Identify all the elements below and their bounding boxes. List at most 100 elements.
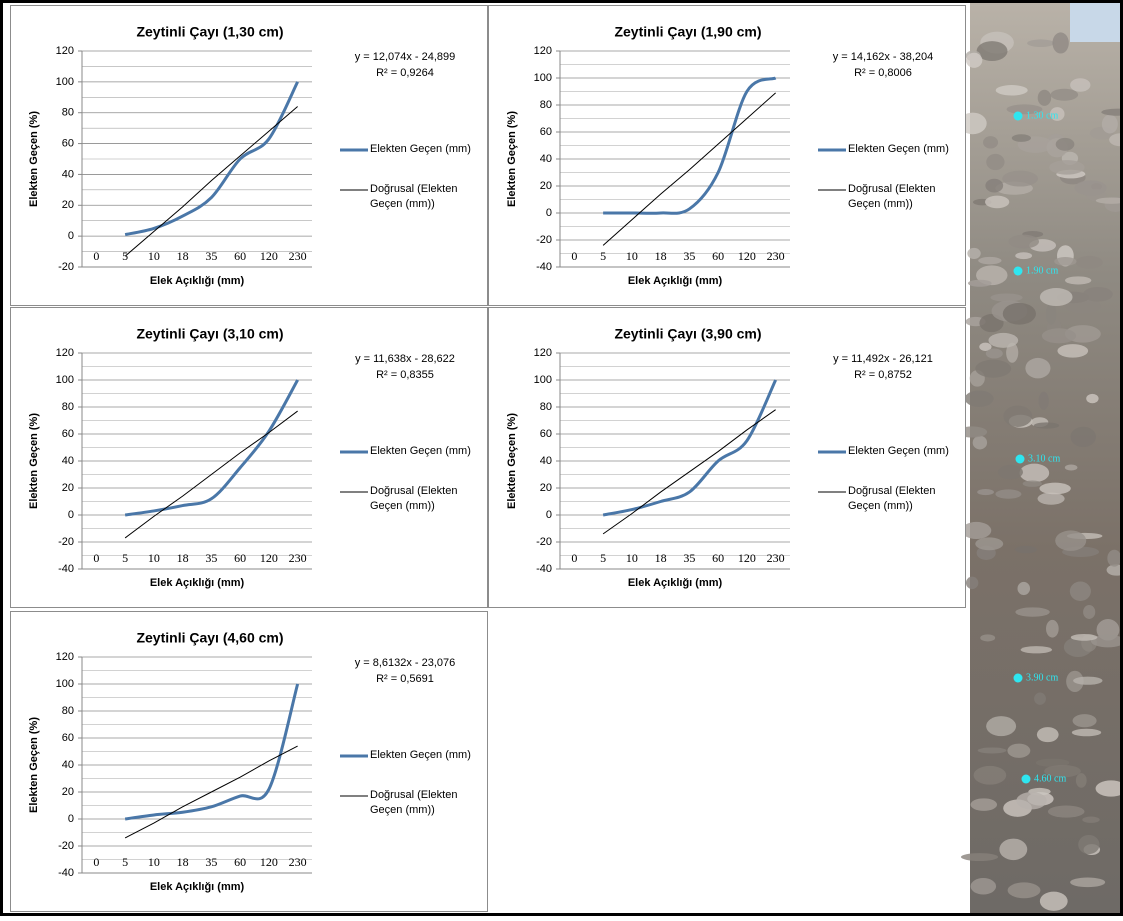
x-tick-label: 35: [683, 551, 695, 565]
x-tick-label: 230: [767, 249, 785, 263]
x-tick-label: 60: [234, 855, 246, 869]
y-tick-label: -40: [58, 867, 74, 879]
stone: [964, 390, 994, 407]
equation: y = 12,074x - 24,899: [355, 51, 456, 63]
equation: y = 14,162x - 38,204: [833, 51, 934, 63]
chart-panel: Zeytinli Çayı (1,90 cm) -40 -20 0 20 40 60 80 10…: [488, 5, 966, 306]
x-tick-label: 120: [738, 551, 756, 565]
x-tick-label: 18: [177, 551, 189, 565]
trend-line: [602, 409, 776, 535]
data-line: [124, 379, 299, 517]
marker-dot: [1015, 454, 1025, 464]
stone: [1046, 619, 1059, 638]
photo-label: 4.60 cm: [1034, 773, 1066, 784]
x-tick-label: 35: [205, 855, 217, 869]
stone: [1109, 133, 1123, 147]
stone: [1039, 891, 1068, 911]
stone: [1071, 728, 1102, 737]
equation: y = 8,6132x - 23,076: [355, 657, 456, 669]
photo-label: 1.30 cm: [1026, 110, 1058, 121]
x-tick-label: 10: [148, 551, 160, 565]
x-tick-label: 10: [148, 855, 160, 869]
y-tick-label: 100: [534, 72, 552, 84]
marker-dot: [1021, 774, 1031, 784]
y-tick-label: -20: [536, 536, 552, 548]
stone: [986, 716, 1017, 737]
y-tick-label: 40: [62, 168, 74, 180]
stone: [1002, 170, 1039, 187]
y-tick-label: 20: [62, 786, 74, 798]
photo-label: 3.10 cm: [1028, 453, 1060, 464]
panel-border: [10, 611, 488, 912]
stone: [1008, 234, 1040, 249]
data-line: [124, 683, 300, 821]
x-tick-label: 0: [93, 249, 99, 263]
y-tick-label: 0: [68, 813, 74, 825]
stone: [1047, 805, 1085, 818]
x-tick-label: 10: [148, 249, 160, 263]
panel-border: [488, 307, 966, 608]
data-line: [602, 379, 777, 517]
stone: [977, 489, 994, 496]
y-tick-label: 60: [62, 732, 74, 744]
x-tick-label: 120: [738, 249, 756, 263]
stone: [1014, 545, 1038, 554]
equation: R² = 0,8006: [854, 67, 912, 79]
x-tick-label: 5: [122, 855, 128, 869]
stone: [998, 464, 1023, 480]
stone: [1035, 758, 1070, 767]
y-tick-label: -20: [536, 234, 552, 246]
stone: [979, 342, 992, 351]
stone: [1101, 108, 1123, 116]
stone: [1075, 773, 1087, 788]
x-tick-label: 230: [289, 249, 307, 263]
y-axis-label: Elekten Geçen (%): [28, 413, 40, 509]
legend-label: Doğrusal (Elekten Geçen (mm)): [370, 183, 458, 210]
stone: [1006, 104, 1043, 115]
y-tick-label: 80: [62, 107, 74, 119]
stone: [1034, 692, 1046, 705]
stone: [1064, 276, 1092, 285]
y-tick-label: 100: [534, 374, 552, 386]
stone: [1054, 257, 1077, 266]
legend-box: Elekten Geçen (mm): [848, 445, 949, 457]
equation: R² = 0,5691: [376, 673, 434, 685]
stone: [1070, 426, 1096, 448]
x-tick-label: 35: [683, 249, 695, 263]
stone: [1045, 303, 1057, 325]
stone: [985, 348, 1003, 359]
chart-panel: Zeytinli Çayı (4,60 cm) -40 -20 0 20 40 60 80 10…: [10, 611, 488, 912]
stone: [1011, 134, 1031, 142]
legend-box: Elekten Geçen (mm): [848, 143, 949, 155]
stone: [1052, 32, 1069, 54]
stone: [1095, 197, 1123, 204]
y-tick-label: 80: [540, 99, 552, 111]
legend-label: Doğrusal (Elekten Geçen (mm)): [370, 789, 458, 816]
stone: [1082, 816, 1100, 823]
legend-label: Doğrusal (Elekten Geçen (mm)): [848, 485, 936, 512]
marker-dot: [1013, 673, 1023, 683]
y-tick-label: 0: [68, 509, 74, 521]
data-line: [124, 81, 299, 237]
legend-label: Elekten Geçen (mm): [370, 143, 471, 155]
stone: [1022, 480, 1042, 487]
x-tick-label: 0: [93, 855, 99, 869]
stone: [972, 435, 988, 450]
equation: R² = 0,8752: [854, 369, 912, 381]
legend-label: Elekten Geçen (mm): [848, 445, 949, 457]
x-tick-label: 5: [600, 249, 606, 263]
x-axis-label: Elek Açıklığı (mm): [628, 275, 723, 287]
x-axis-label: Elek Açıklığı (mm): [150, 275, 245, 287]
photo-label: 1.90 cm: [1026, 265, 1058, 276]
x-tick-label: 0: [571, 551, 577, 565]
stone: [1025, 357, 1051, 379]
stone: [975, 537, 1004, 551]
y-tick-label: 0: [68, 230, 74, 242]
y-tick-label: 0: [546, 509, 552, 521]
stone: [1049, 107, 1065, 121]
photo: 1.30 cm 1.90 cm 3.10 cm 3.90 cm 4.60 cm: [956, 2, 1123, 914]
stone: [999, 838, 1028, 861]
stone: [1055, 137, 1075, 151]
stone: [1064, 464, 1078, 471]
stone: [1037, 492, 1065, 505]
